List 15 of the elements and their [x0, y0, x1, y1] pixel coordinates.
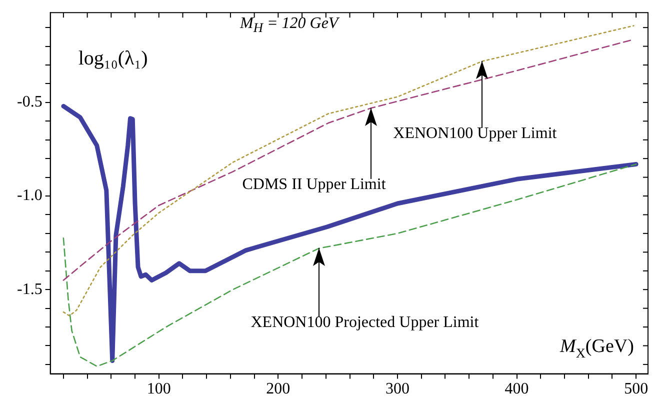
- line-series: [62, 39, 634, 281]
- annotation: M$_{H}$ = 120 GeV: [240, 15, 338, 38]
- x-tick-label: 400: [504, 380, 529, 398]
- line-series: [62, 164, 637, 367]
- y-tick-label: -1.5: [17, 280, 42, 298]
- x-tick-label: 200: [266, 380, 290, 398]
- annotation: XENON100 Upper Limit: [393, 125, 557, 144]
- x-tick-label: 500: [624, 380, 648, 398]
- y-axis-title: log₁₀(λ₁): [78, 48, 148, 70]
- y-tick-label: -0.5: [17, 94, 42, 111]
- x-tick-label: 100: [146, 380, 171, 398]
- annotation: XENON100 Projected Upper Limit: [250, 314, 479, 332]
- y-tick-label: -1.0: [17, 187, 42, 204]
- annotation: CDMS II Upper Limit: [242, 176, 386, 194]
- x-tick-label: 300: [385, 380, 410, 398]
